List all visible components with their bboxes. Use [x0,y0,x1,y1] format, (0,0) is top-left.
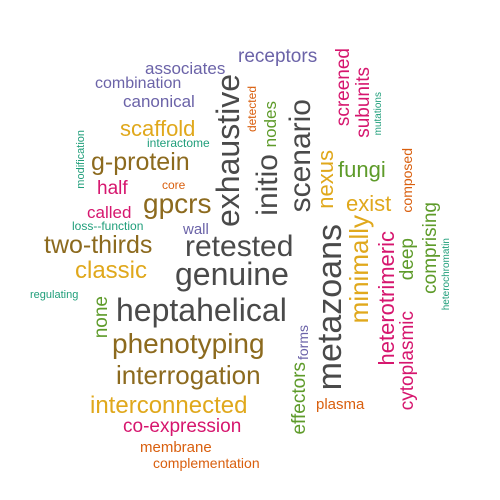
word-screened: screened [333,48,354,127]
word-retested: retested [185,230,294,263]
word-fungi: fungi [338,157,386,182]
word-genuine: genuine [175,256,289,292]
word-heterochromatin: heterochromatin [441,238,452,311]
word-metazoans: metazoans [311,224,349,391]
word-plasma: plasma [316,396,365,413]
word-interrogation: interrogation [116,360,261,390]
word-exist: exist [346,191,392,216]
word-heterotrimeric: heterotrimeric [374,231,399,366]
word-phenotyping: phenotyping [112,328,265,359]
word-complementation: complementation [153,455,260,471]
word-interconnected: interconnected [90,392,248,419]
word-initio: initio [251,154,284,216]
word-two-thirds: two-thirds [44,231,153,259]
word-minimally: minimally [344,215,374,324]
word-deep: deep [397,238,418,281]
word-subunits: subunits [353,67,374,138]
word-detected: detected [245,86,259,133]
word-nodes: nodes [261,101,280,148]
word-half: half [97,178,128,199]
word-effectors: effectors [289,362,310,435]
word-composed: composed [399,148,415,213]
word-co-expression: co-expression [123,416,242,437]
word-membrane: membrane [140,439,212,456]
word-interactome: interactome [147,136,210,150]
word-canonical: canonical [123,92,195,111]
word-modification: modification [75,130,87,189]
word-scaffold: scaffold [120,116,196,141]
word-nexus: nexus [313,150,338,209]
word-receptors: receptors [238,46,318,67]
word-called: called [87,203,132,222]
word-heptahelical: heptahelical [116,292,287,328]
word-combination: combination [95,75,182,92]
word-loss-function: loss--function [72,219,144,233]
word-cytoplasmic: cytoplasmic [397,311,418,411]
word-gpcrs: gpcrs [143,188,212,219]
word-exhaustive: exhaustive [210,74,246,227]
word-classic: classic [75,257,148,284]
word-regulating: regulating [30,289,79,301]
word-g-protein: g-protein [91,148,190,176]
word-core: core [162,178,186,192]
word-forms: forms [295,325,311,360]
word-none: none [91,296,112,339]
word-wall: wall [183,221,209,238]
word-associates: associates [145,59,226,78]
word-scenario: scenario [284,99,317,213]
word-comprising: comprising [420,202,441,294]
word-mutations: mutations [373,92,384,136]
